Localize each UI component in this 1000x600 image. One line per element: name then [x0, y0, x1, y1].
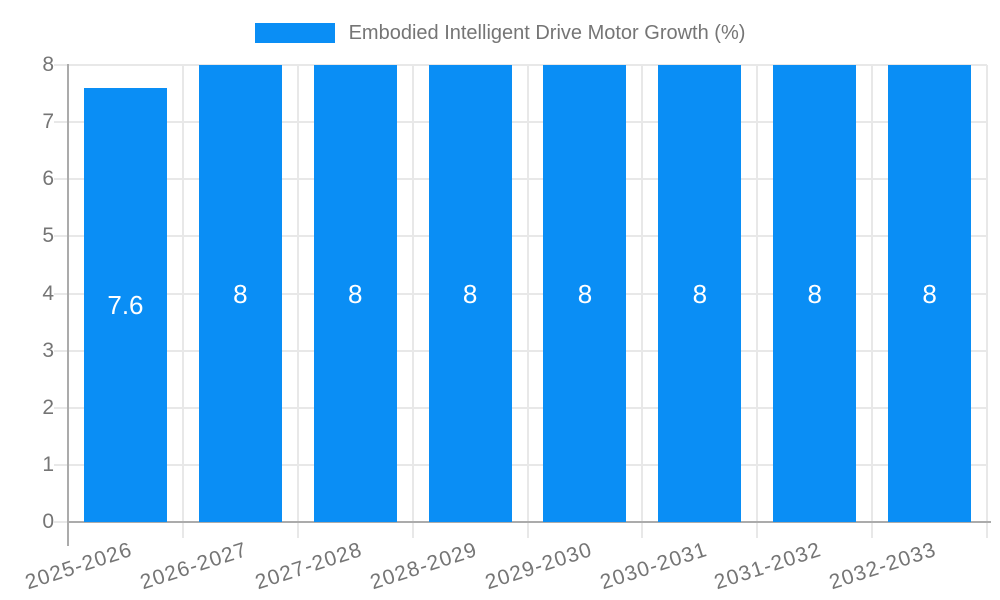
- x-tick-label: 2030-2031: [597, 538, 710, 595]
- bar-value-label: 8: [922, 278, 937, 309]
- bar-value-label: 8: [577, 278, 593, 309]
- v-gridline: [986, 65, 988, 522]
- v-gridline: [871, 65, 874, 522]
- v-gridline: [641, 65, 644, 522]
- y-tick-label: 1: [42, 452, 54, 476]
- v-gridline: [411, 65, 414, 522]
- y-tick-label: 7: [42, 110, 54, 134]
- y-tick: [54, 463, 68, 466]
- bar[interactable]: [658, 65, 742, 522]
- x-tick: [756, 522, 759, 538]
- x-tick-label: 2027-2028: [252, 538, 366, 595]
- bar-value-label: 8: [347, 278, 363, 309]
- bar-value-label: 7.6: [107, 289, 144, 320]
- x-tick: [526, 522, 529, 538]
- y-tick-label: 3: [42, 338, 54, 362]
- x-tick-label: 2025-2026: [22, 538, 136, 595]
- y-tick: [54, 406, 68, 409]
- v-gridline: [181, 65, 184, 522]
- bar[interactable]: [773, 65, 857, 522]
- v-gridline: [756, 65, 759, 522]
- y-axis-line: [67, 64, 69, 546]
- bar[interactable]: [543, 65, 627, 522]
- bar[interactable]: [198, 65, 282, 522]
- y-tick-label: 4: [42, 281, 54, 305]
- y-tick: [54, 235, 68, 238]
- bar[interactable]: [428, 65, 512, 522]
- bar-value-label: 8: [807, 278, 822, 309]
- bar[interactable]: [83, 87, 167, 522]
- x-tick-label: 2031-2032: [711, 538, 825, 595]
- y-tick: [54, 121, 68, 124]
- bar-value-label: 8: [233, 278, 248, 309]
- y-tick-label: 6: [42, 167, 54, 191]
- y-tick-label: 2: [42, 395, 54, 419]
- y-tick: [54, 178, 68, 181]
- x-tick: [641, 522, 644, 538]
- y-tick-label: 0: [42, 510, 54, 533]
- x-tick: [411, 522, 414, 538]
- chart-legend[interactable]: Embodied Intelligent Drive Motor Growth …: [0, 22, 1000, 44]
- bar[interactable]: [888, 65, 972, 522]
- x-tick: [871, 522, 874, 538]
- legend-label[interactable]: Embodied Intelligent Drive Motor Growth …: [348, 22, 746, 44]
- y-tick-label: 5: [42, 224, 54, 248]
- x-tick-label: 2026-2027: [137, 538, 251, 595]
- v-gridline: [526, 65, 529, 522]
- x-axis-line: [67, 521, 991, 523]
- x-tick: [296, 522, 299, 538]
- y-tick: [54, 64, 68, 66]
- v-gridline: [296, 65, 299, 522]
- x-tick: [181, 522, 184, 538]
- x-tick-label: 2029-2030: [482, 538, 596, 595]
- x-tick-label: 2028-2029: [367, 538, 481, 595]
- bar-value-label: 8: [692, 278, 708, 309]
- y-tick-label: 8: [42, 53, 54, 76]
- x-tick: [986, 522, 988, 538]
- y-tick: [54, 349, 68, 352]
- y-tick: [54, 292, 68, 295]
- bar-value-label: 8: [462, 278, 478, 309]
- legend-swatch-icon[interactable]: [254, 23, 335, 43]
- bar[interactable]: [313, 65, 397, 522]
- x-tick-label: 2032-2033: [826, 538, 940, 595]
- y-tick: [54, 521, 68, 523]
